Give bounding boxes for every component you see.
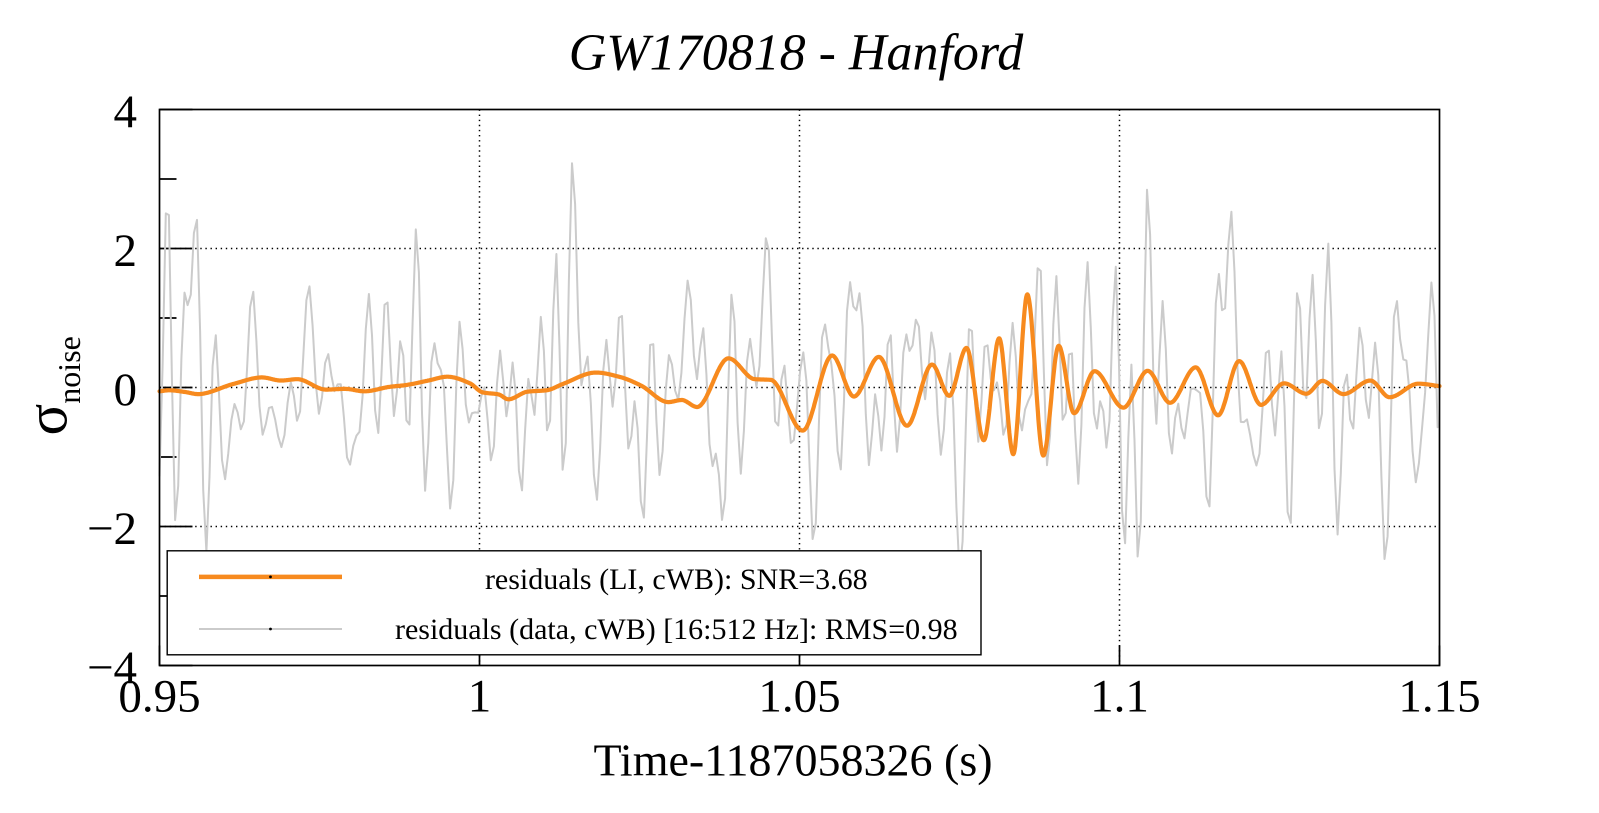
svg-text:0.95: 0.95 (118, 670, 200, 722)
svg-text:1.1: 1.1 (1090, 670, 1149, 722)
svg-text:GW170818 - Hanford: GW170818 - Hanford (569, 25, 1024, 82)
svg-text:residuals (LI, cWB): SNR=3.68: residuals (LI, cWB): SNR=3.68 (485, 563, 868, 596)
svg-text:1.05: 1.05 (758, 670, 840, 722)
svg-text:−4: −4 (87, 642, 137, 694)
svg-text:2: 2 (114, 225, 138, 277)
svg-text:residuals (data, cWB) [16:512: residuals (data, cWB) [16:512 Hz]: RMS=0… (395, 613, 958, 646)
svg-text:4: 4 (114, 86, 138, 138)
svg-text:−2: −2 (87, 503, 137, 555)
svg-text:Time-1187058326 (s): Time-1187058326 (s) (593, 735, 992, 786)
svg-text:1.15: 1.15 (1398, 670, 1480, 722)
svg-text:1: 1 (468, 670, 492, 722)
svg-text:0: 0 (114, 364, 138, 416)
